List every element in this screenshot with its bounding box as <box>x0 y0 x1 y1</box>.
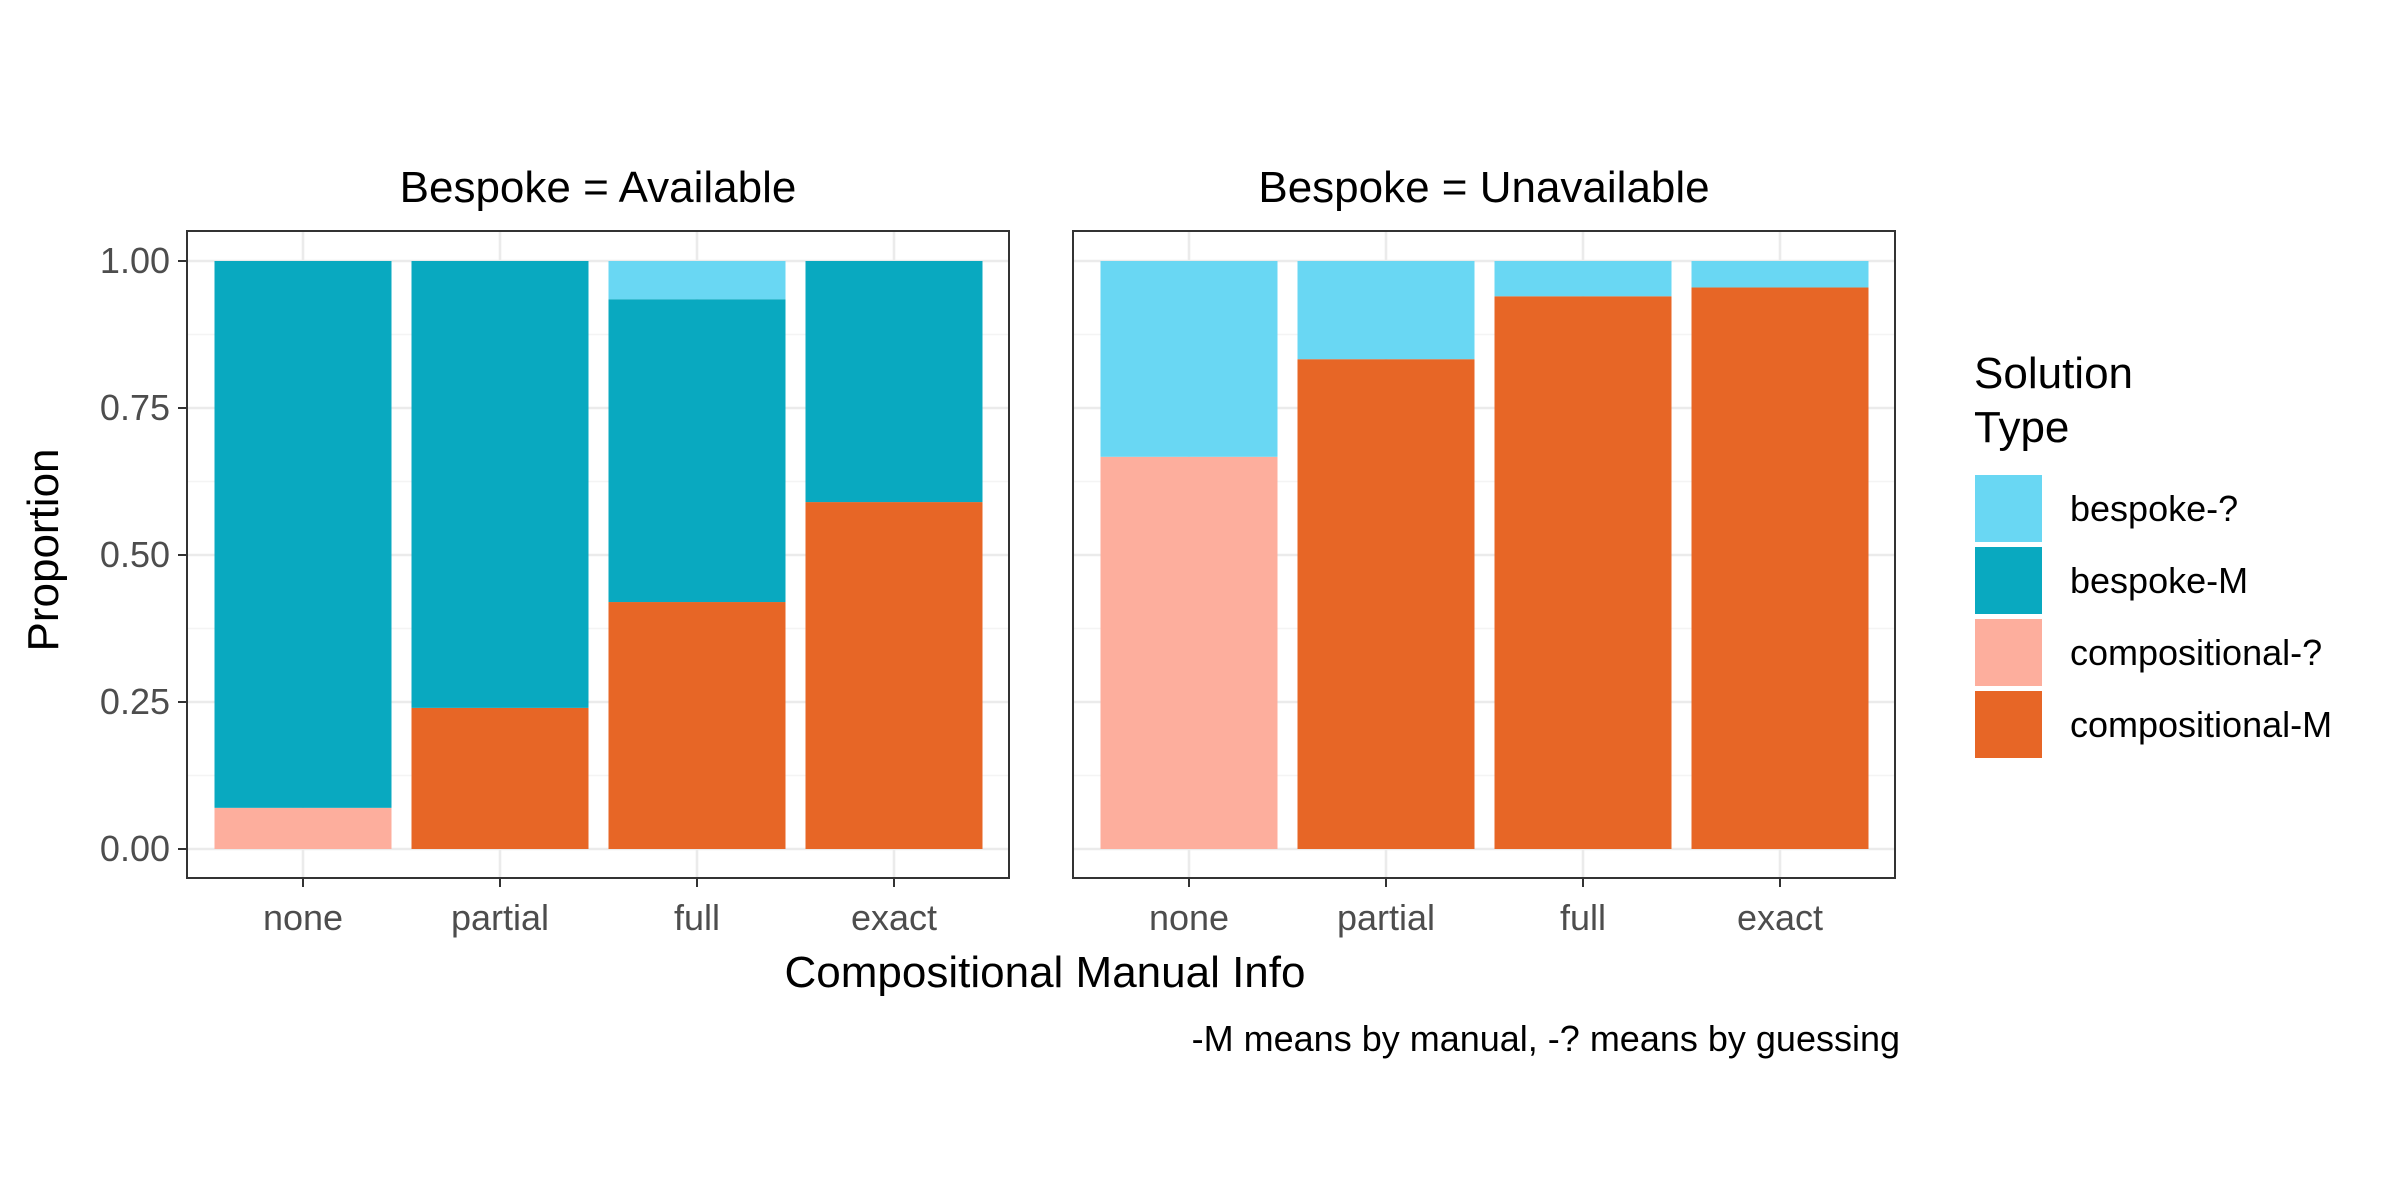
x-tick-label: partial <box>451 897 549 938</box>
bar-segment-bespoke-M <box>805 261 983 503</box>
bar-segment-bespoke-? <box>1494 261 1672 297</box>
x-tick-label: exact <box>851 897 937 938</box>
bar-segment-bespoke-? <box>1100 261 1278 457</box>
legend: Solution Type bespoke-? bespoke-M composit… <box>1974 349 2332 758</box>
caption: -M means by manual, -? means by guessing <box>1192 1018 1900 1059</box>
panel-border <box>1072 230 1896 879</box>
y-axis-label: Proportion <box>19 448 68 651</box>
x-tick-label: full <box>674 897 720 938</box>
bar-segment-compositional-? <box>1100 456 1278 849</box>
legend-title-line-1: Solution <box>1974 349 2133 398</box>
panel-title: Bespoke = Unavailable <box>1258 163 1709 212</box>
bar-segment-compositional-M <box>1494 296 1672 849</box>
y-tick-label: 0.25 <box>100 681 170 722</box>
legend-key-compositional-M <box>1975 691 2042 758</box>
legend-key-bespoke-M <box>1975 547 2042 614</box>
legend-label: bespoke-M <box>2070 560 2248 601</box>
bar-segment-compositional-M <box>1691 287 1869 850</box>
legend-title-line-2: Type <box>1974 403 2069 452</box>
x-axis-label: Compositional Manual Info <box>785 948 1306 997</box>
panel-title: Bespoke = Available <box>400 163 797 212</box>
x-tick-label: exact <box>1737 897 1823 938</box>
x-tick-label: none <box>1149 897 1229 938</box>
legend-label: compositional-? <box>2070 632 2322 673</box>
legend-key-bespoke-? <box>1975 475 2042 542</box>
panel-2: Bespoke = Unavailable none partial full exac… <box>1072 163 1896 938</box>
x-tick-label: partial <box>1337 897 1435 938</box>
bar-segment-bespoke-? <box>608 261 786 300</box>
bar-segment-bespoke-M <box>214 261 392 808</box>
bar-segment-compositional-M <box>1297 359 1475 849</box>
bar-segment-bespoke-? <box>1691 261 1869 288</box>
y-tick-label: 0.00 <box>100 828 170 869</box>
bar-segment-compositional-M <box>805 502 983 849</box>
y-tick-label: 0.50 <box>100 534 170 575</box>
bar-segment-compositional-? <box>214 807 392 849</box>
legend-label: compositional-M <box>2070 704 2332 745</box>
x-tick-label: full <box>1560 897 1606 938</box>
panel-1: Bespoke = Available none partial full exact 0… <box>100 163 1010 938</box>
bar-segment-compositional-M <box>608 602 786 849</box>
bar-segment-bespoke-? <box>1297 261 1475 360</box>
bar-segment-bespoke-M <box>411 261 589 708</box>
panels: Bespoke = Available none partial full exact 0… <box>100 163 1896 938</box>
bar-segment-bespoke-M <box>608 299 786 603</box>
y-tick-label: 1.00 <box>100 240 170 281</box>
y-tick-label: 0.75 <box>100 387 170 428</box>
x-tick-label: none <box>263 897 343 938</box>
legend-key-compositional-? <box>1975 619 2042 686</box>
legend-label: bespoke-? <box>2070 488 2238 529</box>
bar-segment-compositional-M <box>411 707 589 849</box>
